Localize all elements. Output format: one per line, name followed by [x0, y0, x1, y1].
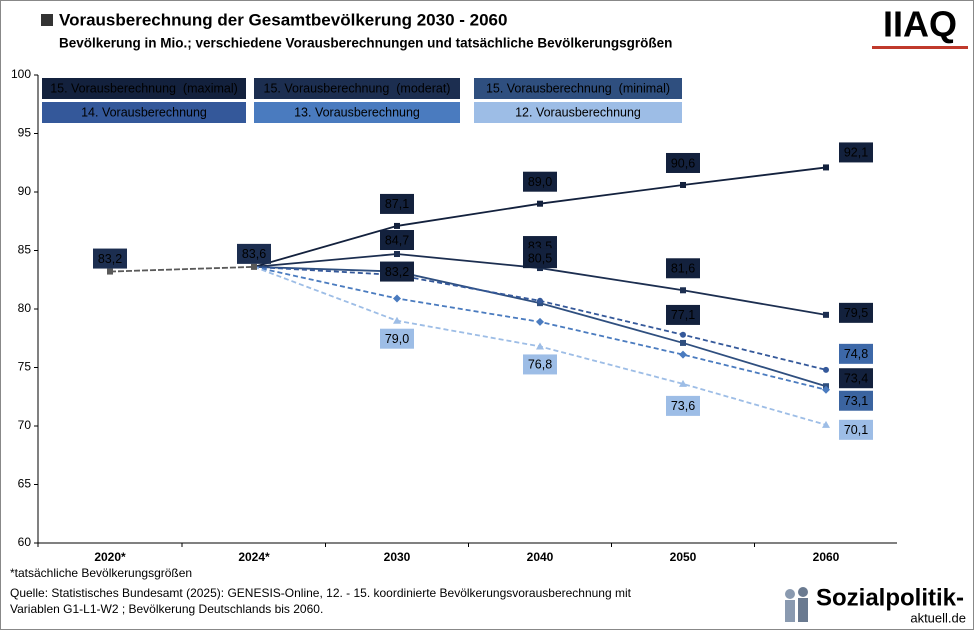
- legend-swatch: [474, 102, 682, 123]
- chart-title: Vorausberechnung der Gesamtbevölkerung 2…: [59, 10, 507, 29]
- marker: [680, 287, 686, 294]
- data-label: 84,7: [385, 233, 409, 247]
- marker: [394, 251, 400, 258]
- data-label-box: [523, 354, 557, 375]
- marker: [393, 294, 401, 303]
- logo-sozialpolitik: aktuell.de: [910, 610, 966, 625]
- legend-swatch: [254, 102, 460, 123]
- y-tick-label: 60: [18, 535, 32, 549]
- legend-label: 15. Vorausberechnung (minimal): [486, 81, 670, 95]
- data-label: 79,5: [844, 306, 868, 320]
- y-tick-label: 70: [18, 418, 32, 432]
- data-label: 81,6: [671, 262, 695, 276]
- data-label-box: [666, 304, 700, 325]
- marker: [823, 366, 829, 373]
- data-label: 70,1: [844, 423, 868, 437]
- legend-swatch: [42, 78, 246, 99]
- y-tick-label: 100: [11, 67, 31, 81]
- data-label-box: [666, 152, 700, 173]
- data-label-box: [666, 258, 700, 279]
- data-label-box: [523, 248, 557, 269]
- data-label: 73,1: [844, 394, 868, 408]
- data-label-box: [93, 248, 127, 269]
- y-tick-label: 85: [18, 243, 32, 257]
- y-tick-label: 75: [18, 360, 32, 374]
- source: Quelle: Statistisches Bundesamt (2025): …: [10, 586, 632, 600]
- legend-swatch: [42, 102, 246, 123]
- footnote: *tatsächliche Bevölkerungsgrößen: [10, 566, 192, 580]
- x-tick-label: 2020*: [94, 550, 126, 564]
- data-label-box: [237, 243, 271, 264]
- marker: [680, 339, 686, 346]
- data-label-box: [666, 395, 700, 416]
- x-tick-label: 2050: [670, 550, 697, 564]
- data-label-box: [839, 302, 873, 323]
- data-label-box: [839, 142, 873, 163]
- data-label: 73,4: [844, 372, 868, 386]
- data-label: 90,6: [671, 156, 695, 170]
- data-label: 80,5: [528, 251, 552, 265]
- x-tick-label: 2060: [813, 550, 840, 564]
- x-tick-label: 2040: [527, 550, 554, 564]
- y-tick-label: 90: [18, 184, 32, 198]
- y-tick-label: 95: [18, 126, 32, 140]
- marker: [823, 311, 829, 318]
- marker: [394, 222, 400, 229]
- y-tick-label: 80: [18, 301, 32, 315]
- data-label: 83,6: [242, 247, 266, 261]
- logo-sozialpolitik: Sozialpolitik-: [816, 584, 964, 611]
- marker: [251, 263, 257, 270]
- data-label-box: [839, 368, 873, 389]
- data-label-box: [839, 390, 873, 411]
- source: Variablen G1-L1-W2 ; Bevölkerung Deutsch…: [10, 602, 323, 616]
- data-label: 74,8: [844, 347, 868, 361]
- marker: [680, 331, 686, 338]
- actual-line: [109, 265, 255, 273]
- marker: [823, 164, 829, 171]
- legend-label: 12. Vorausberechnung: [515, 105, 641, 119]
- data-label: 83,2: [98, 252, 122, 266]
- marker: [393, 316, 401, 324]
- data-label: 79,0: [385, 332, 409, 346]
- legend-label: 15. Vorausberechnung (moderat): [264, 81, 451, 95]
- data-label-box: [380, 261, 414, 282]
- data-label: 87,1: [385, 197, 409, 211]
- data-label: 76,8: [528, 358, 552, 372]
- title-square: [41, 14, 53, 26]
- legend-swatch: [474, 78, 682, 99]
- data-label-box: [839, 343, 873, 364]
- legend-label: 14. Vorausberechnung: [81, 105, 207, 119]
- data-label-box: [839, 419, 873, 440]
- logo-bar: [872, 46, 968, 49]
- data-label-box: [523, 171, 557, 192]
- data-label: 77,1: [671, 308, 695, 322]
- marker: [679, 379, 687, 387]
- logo-iaq: IIAQ: [883, 4, 957, 45]
- x-tick-label: 2030: [384, 550, 411, 564]
- marker: [822, 385, 830, 394]
- x-tick-label: 2024*: [238, 550, 270, 564]
- marker: [537, 297, 543, 304]
- data-label-box: [380, 230, 414, 251]
- data-label-box: [380, 193, 414, 214]
- marker: [536, 317, 544, 326]
- data-label: 83,2: [385, 265, 409, 279]
- y-tick-label: 65: [18, 477, 32, 491]
- chart-subtitle: Bevölkerung in Mio.; verschiedene Voraus…: [59, 36, 672, 51]
- data-label: 89,0: [528, 175, 552, 189]
- marker: [680, 181, 686, 188]
- data-label: 92,1: [844, 146, 868, 160]
- marker: [107, 268, 113, 275]
- logo-people: [785, 587, 808, 622]
- marker: [537, 200, 543, 207]
- data-label: 73,6: [671, 399, 695, 413]
- legend-label: 13. Vorausberechnung: [294, 105, 420, 119]
- legend-label: 15. Vorausberechnung (maximal): [50, 81, 238, 95]
- marker: [536, 342, 544, 350]
- marker: [822, 420, 830, 428]
- data-label-box: [380, 328, 414, 349]
- marker: [679, 350, 687, 359]
- legend-swatch: [254, 78, 460, 99]
